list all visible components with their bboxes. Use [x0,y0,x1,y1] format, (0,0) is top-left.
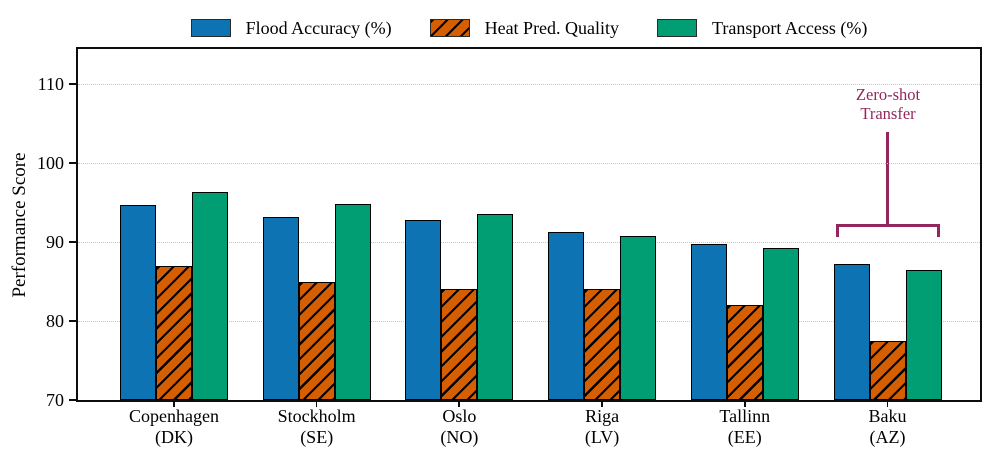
bar-series1-group2 [262,216,299,400]
legend-label: Heat Pred. Quality [484,18,620,38]
bar-series3-group1 [192,192,228,400]
gridline-100 [78,163,980,164]
bar-series1-group6 [833,264,870,400]
category-code: (EE) [727,427,762,447]
zero-shot-annotation-label: Zero-shot Transfer [808,85,968,123]
x-tick-6 [886,402,889,407]
y-tick-70 [69,399,76,401]
legend-item-3: Transport Access (%) [657,18,867,38]
category-code: (DK) [155,427,193,447]
y-tick-80 [69,320,76,322]
gridline-90 [78,242,980,243]
x-category-label: Oslo (NO) [379,406,539,448]
x-category-label: Copenhagen (DK) [94,406,254,448]
annotation-bracket-left-hook [836,224,839,237]
x-category-label: Stockholm (SE) [237,406,397,448]
x-category-label: Tallinn (EE) [665,406,825,448]
x-category-label: Baku (AZ) [808,406,968,448]
category-code: (AZ) [869,427,906,447]
category-city: Riga [585,406,620,426]
y-tick-110 [69,83,76,85]
category-city: Oslo [442,406,477,426]
category-code: (SE) [300,427,334,447]
y-tick-label: 80 [46,311,64,331]
category-city: Tallinn [719,406,771,426]
legend: Flood Accuracy (%) Heat Pred. Quality Tran… [76,18,982,38]
plot-inner: Zero-shot Transfer [78,49,980,400]
bar-series1-group4 [548,231,585,400]
bar-series3-group6 [905,270,942,400]
y-tick-label: 100 [37,153,64,173]
category-code: (NO) [440,427,479,447]
bar-series2-group2 [298,281,335,400]
bar-series2-group6 [869,340,906,400]
y-tick-label: 70 [46,390,64,410]
y-tick-100 [69,162,76,164]
gridline-80 [78,321,980,322]
bar-series3-group5 [762,248,799,400]
annotation-line-1: Zero-shot [855,85,921,104]
bar-series2-group4 [584,289,621,400]
bar-series2-group1 [156,265,192,400]
bar-series3-group2 [334,204,371,400]
y-tick-label: 90 [46,232,64,252]
category-code: (LV) [584,427,620,447]
x-tick-5 [743,402,746,407]
legend-item-2: Heat Pred. Quality [429,18,620,38]
y-tick-90 [69,241,76,243]
legend-swatch-icon [657,19,698,37]
bar-series3-group3 [477,214,514,400]
legend-label: Transport Access (%) [712,18,868,38]
bar-series1-group3 [405,219,442,400]
bar-series2-group5 [726,305,763,400]
x-category-label: Riga (LV) [522,406,682,448]
y-tick-label: 110 [37,74,64,94]
annotation-bracket-stem [886,132,889,227]
legend-label: Flood Accuracy (%) [245,18,392,38]
legend-swatch-icon [190,19,231,37]
plot-area: Zero-shot Transfer [76,47,982,402]
x-tick-2 [315,402,318,407]
gridline-110 [78,84,980,85]
legend-swatch-icon [429,19,470,37]
category-city: Copenhagen [129,406,219,426]
bar-series3-group4 [620,236,657,400]
category-city: Stockholm [277,406,356,426]
category-city: Baku [868,406,907,426]
annotation-bracket-bar [836,224,940,227]
annotation-line-2: Transfer [860,104,916,123]
bar-series1-group5 [690,243,727,400]
annotation-bracket-right-hook [937,224,940,237]
bar-series1-group1 [120,204,156,400]
x-tick-3 [458,402,461,407]
x-tick-4 [601,402,603,407]
x-tick-1 [173,402,175,407]
bar-series2-group3 [441,289,478,400]
legend-item-1: Flood Accuracy (%) [190,18,392,38]
